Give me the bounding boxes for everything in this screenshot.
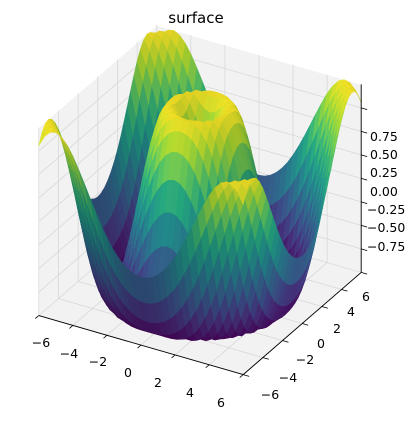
- x-tick-mark: [205, 364, 210, 369]
- x-tick-label: −6: [32, 335, 50, 350]
- x-tick-label: 0: [124, 365, 132, 380]
- z-tick-mark: [361, 248, 368, 252]
- surface-facet: [200, 122, 210, 142]
- x-axis-ticks: −6 −4 −2 0 2 4 6: [32, 335, 225, 410]
- surface-facet: [170, 30, 180, 48]
- z-tick-mark: [361, 154, 368, 158]
- x-tick-label: 4: [186, 385, 194, 400]
- surface-facet: [231, 180, 242, 193]
- x-tick-label: −2: [89, 354, 107, 369]
- x-tick-mark: [35, 315, 40, 319]
- surface-facet: [338, 98, 349, 121]
- y-tick-mark: [361, 272, 368, 275]
- x-tick-mark: [103, 334, 108, 339]
- z-tick-label: 0.50: [370, 147, 398, 162]
- surface-facet: [55, 132, 66, 144]
- y-tick-mark: [341, 289, 348, 292]
- z-tick-mark: [361, 107, 368, 110]
- z-tick-label: 0.00: [370, 184, 398, 199]
- x-tick-mark: [69, 325, 74, 329]
- x-tick-label: −4: [60, 346, 78, 361]
- surface-mesh: [38, 29, 362, 342]
- z-tick-label: −0.75: [367, 239, 405, 254]
- y-axis-ticks: −6 −4 −2 0 2 4 6: [261, 289, 370, 402]
- z-tick-mark: [361, 225, 368, 228]
- y-tick-label: 6: [362, 289, 370, 304]
- x-tick-label: 2: [154, 375, 162, 390]
- z-tick-label: 0.25: [370, 165, 398, 180]
- y-tick-label: 0: [317, 336, 325, 351]
- y-tick-mark: [321, 306, 328, 309]
- z-tick-label: −0.25: [367, 202, 405, 217]
- z-axis-ticks: −0.75 −0.50 −0.25 0.00 0.25 0.50 0.75: [367, 129, 405, 254]
- y-tick-label: −2: [296, 352, 314, 367]
- surface-facet: [161, 31, 171, 50]
- axis-lines: [35, 84, 368, 378]
- y-tick-mark: [282, 340, 289, 343]
- z-tick-mark: [361, 178, 368, 181]
- z-tick-label: 0.75: [370, 129, 398, 144]
- y-tick-label: 2: [333, 321, 341, 336]
- x-tick-mark: [137, 344, 142, 349]
- z-tick-mark: [361, 201, 368, 205]
- surface-facet: [140, 39, 150, 65]
- y-tick-mark: [243, 374, 250, 377]
- y-tick-mark: [302, 323, 309, 326]
- y-tick-mark: [262, 357, 269, 360]
- z-tick-mark: [361, 131, 368, 134]
- z-tick-label: −0.50: [367, 220, 405, 235]
- x-tick-label: 6: [217, 395, 225, 410]
- y-tick-label: 4: [347, 304, 355, 319]
- x-tick-mark: [239, 374, 244, 378]
- y-tick-label: −4: [279, 370, 297, 385]
- chart-title: surface: [168, 9, 223, 27]
- y-tick-label: −6: [261, 387, 279, 402]
- x-tick-mark: [171, 354, 176, 359]
- surface-facet: [209, 121, 219, 141]
